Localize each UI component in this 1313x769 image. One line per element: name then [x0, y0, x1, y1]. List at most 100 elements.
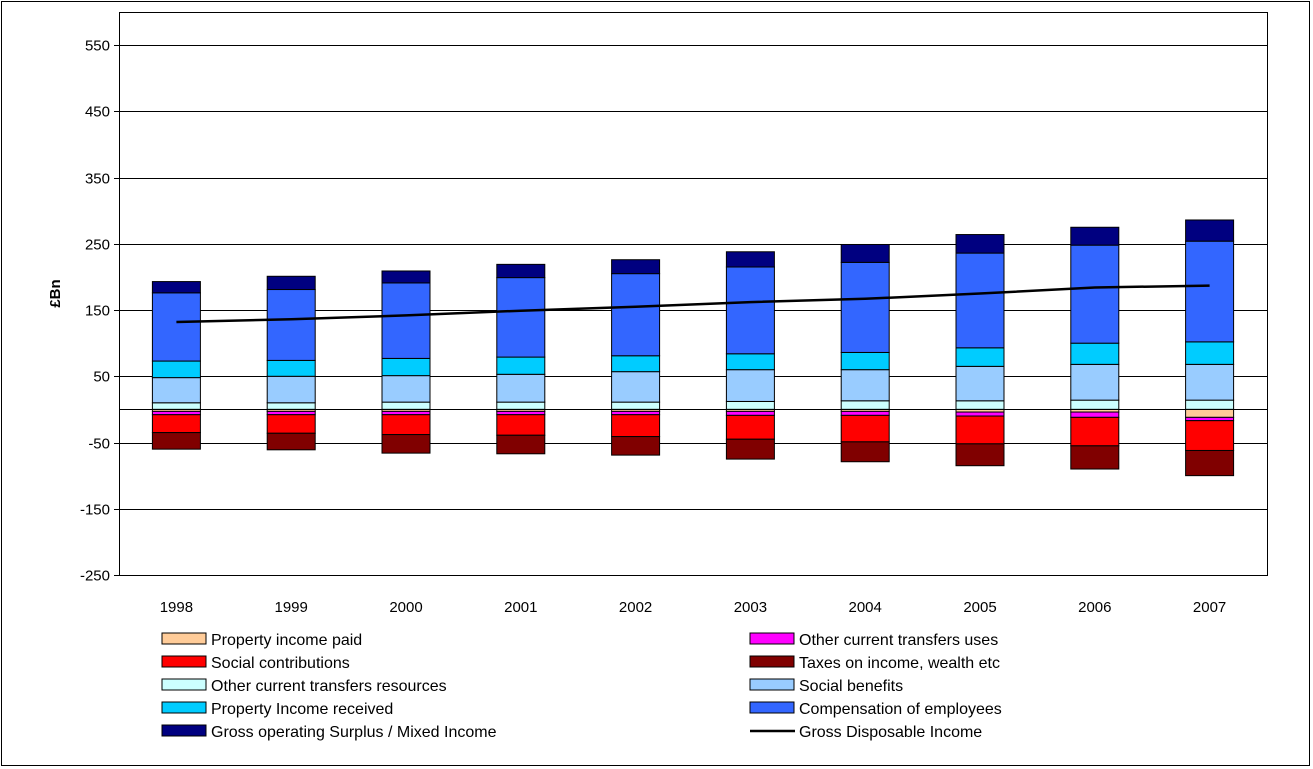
bar-segment	[955, 400, 1005, 410]
bar-segment	[840, 369, 890, 402]
x-tick-label: 2000	[389, 599, 422, 616]
bar-segment	[266, 359, 316, 377]
bar-segment	[725, 369, 775, 402]
y-tick-label: 150	[85, 303, 110, 320]
legend-swatch	[161, 724, 207, 737]
bar-segment	[381, 270, 431, 284]
bar-segment	[955, 365, 1005, 402]
legend-swatch	[161, 632, 207, 645]
legend-label: Property income paid	[211, 632, 362, 649]
bar-segment	[381, 282, 431, 359]
bar-segment	[840, 414, 890, 443]
legend-label: Compensation of employees	[799, 701, 1002, 718]
bar-segment	[725, 353, 775, 371]
bar-segment	[1070, 411, 1120, 418]
bar-segment	[955, 347, 1005, 367]
bar-segment	[840, 261, 890, 353]
bar-segment	[496, 414, 546, 436]
y-tick-label: 250	[85, 237, 110, 254]
bar-segment	[611, 414, 661, 438]
y-tick-label: -50	[88, 436, 110, 453]
y-tick-label: 350	[85, 171, 110, 188]
bar-segment	[1185, 240, 1235, 343]
y-tick-label: 450	[85, 104, 110, 121]
bar-segment	[1185, 219, 1235, 242]
x-tick-label: 2006	[1078, 599, 1111, 616]
bar-segment	[725, 400, 775, 410]
bar-segment	[1070, 363, 1120, 401]
bar-segment	[955, 234, 1005, 254]
bar-segment	[611, 273, 661, 357]
bar-segment	[611, 355, 661, 373]
bar-segment	[1070, 244, 1120, 344]
bar-segment	[151, 360, 201, 379]
bar-segment	[611, 401, 661, 410]
bar-segment	[266, 289, 316, 361]
bar-segment	[151, 292, 201, 362]
bar-segment	[611, 371, 661, 403]
legend-label: Property Income received	[211, 701, 393, 718]
x-tick-label: 2003	[734, 599, 767, 616]
legend-swatch	[749, 678, 795, 691]
bar-segment	[496, 434, 546, 455]
bar-segment	[496, 373, 546, 403]
legend-swatch	[749, 655, 795, 668]
x-tick-label: 2005	[963, 599, 996, 616]
bar-segment	[266, 402, 316, 410]
y-axis-title: £Bn	[47, 279, 64, 307]
bar-segment	[725, 438, 775, 460]
y-tick-label: 50	[93, 369, 110, 386]
x-tick-label: 2001	[504, 599, 537, 616]
x-tick-label: 2007	[1193, 599, 1226, 616]
legend-label: Gross Disposable Income	[799, 724, 982, 741]
bar-segment	[611, 436, 661, 456]
bar-segment	[266, 275, 316, 291]
bar-segment	[1070, 399, 1120, 410]
legend-label: Social contributions	[211, 655, 350, 672]
bar-segment	[840, 441, 890, 463]
y-tick-label: -150	[80, 502, 110, 519]
bar-segment	[1070, 226, 1120, 246]
bar-segment	[151, 432, 201, 450]
bar-segment	[840, 410, 890, 416]
bar-segment	[266, 375, 316, 404]
bar-segment	[611, 259, 661, 275]
bar-segment	[151, 414, 201, 434]
legend-label: Social benefits	[799, 678, 903, 695]
legend-swatch	[161, 678, 207, 691]
bar-segment	[725, 266, 775, 355]
y-tick-label: -250	[80, 568, 110, 585]
bar-segment	[1070, 342, 1120, 365]
bar-segment	[955, 415, 1005, 445]
bar-segment	[955, 443, 1005, 467]
bar-segment	[151, 377, 201, 404]
line-series-gross-disposable-income	[176, 284, 1210, 324]
legend-swatch	[749, 632, 795, 645]
bar-segment	[955, 411, 1005, 417]
bar-segment	[1185, 341, 1235, 365]
bar-segment	[840, 243, 890, 263]
bar-segment	[1070, 416, 1120, 447]
bar-segment	[496, 356, 546, 375]
bar-segment	[151, 281, 201, 294]
bar-segment	[381, 414, 431, 436]
x-tick-label: 1999	[275, 599, 308, 616]
bar-segment	[840, 351, 890, 371]
x-tick-label: 2004	[849, 599, 882, 616]
y-tick-label: 550	[85, 38, 110, 55]
bar-segment	[1185, 420, 1235, 451]
bar-segment	[1185, 449, 1235, 477]
legend-swatch	[749, 701, 795, 714]
bar-segment	[1185, 363, 1235, 401]
bar-segment	[381, 401, 431, 410]
bar-segment	[955, 252, 1005, 349]
legend-swatch	[161, 701, 207, 714]
bar-segment	[381, 357, 431, 377]
bar-segment	[381, 434, 431, 454]
legend-label: Other current transfers uses	[799, 632, 998, 649]
x-tick-label: 1998	[160, 599, 193, 616]
x-tick-label: 2002	[619, 599, 652, 616]
bar-segment	[1185, 399, 1235, 410]
